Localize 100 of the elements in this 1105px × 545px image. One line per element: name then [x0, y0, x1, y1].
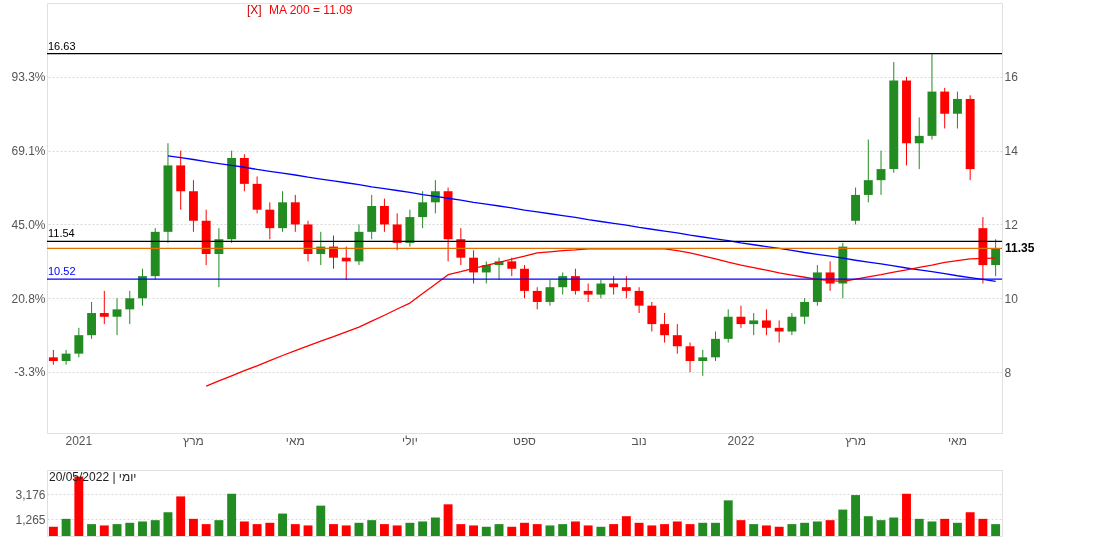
bar [952, 522, 962, 536]
y-tick-label: 1,265 [15, 512, 46, 527]
candlestick [87, 301, 97, 340]
bar [379, 524, 389, 536]
candlestick [596, 279, 606, 299]
bar [430, 517, 440, 536]
x-tick-label: 2022 [727, 433, 755, 448]
bar [367, 520, 377, 536]
bar [825, 520, 835, 536]
candlestick [787, 312, 797, 336]
bar [609, 524, 619, 536]
bar [812, 521, 822, 536]
bar [660, 524, 670, 536]
bar [851, 495, 861, 536]
candlestick [392, 212, 402, 251]
candlestick [583, 283, 593, 303]
bar [227, 493, 237, 536]
bar [252, 524, 262, 536]
candlestick [914, 116, 924, 170]
bar [621, 516, 631, 536]
bar [596, 526, 606, 536]
bar [902, 493, 911, 536]
bar [316, 505, 326, 536]
candlestick [685, 342, 695, 373]
candlestick [545, 279, 555, 307]
candlestick [125, 290, 135, 325]
ref-line-label: 16.63 [48, 39, 76, 52]
candlestick [61, 349, 71, 366]
candlestick [290, 194, 300, 233]
bar [889, 517, 899, 536]
bar [876, 520, 886, 536]
x-tick-label: 2021 [65, 433, 93, 448]
bar [265, 522, 275, 536]
bar [214, 520, 224, 536]
bar [188, 518, 198, 536]
annotation: 20/05/2022 | יומי [49, 470, 137, 484]
bar [723, 500, 733, 536]
candlestick [456, 227, 466, 266]
bar [558, 524, 568, 536]
candlestick [621, 275, 631, 299]
x-tick-label: מאי [285, 433, 305, 448]
bar [392, 525, 402, 536]
candlestick [711, 331, 720, 362]
ref-line-label: 11.54 [48, 227, 75, 240]
y2-tick-label: 93.3% [11, 70, 46, 85]
ref-line-label: 11.35 [1005, 241, 1035, 256]
x-tick-label: מאי [947, 433, 967, 448]
candlestick [800, 297, 810, 325]
bar [201, 524, 211, 536]
bar [341, 525, 351, 536]
bar [991, 524, 1001, 536]
candlestick [634, 286, 644, 314]
bar [99, 525, 109, 536]
ref-line-label: 10.52 [48, 265, 76, 278]
annotation: [X] [247, 3, 262, 17]
bar [927, 521, 937, 536]
bar [405, 522, 415, 536]
bar [87, 524, 97, 536]
bar [978, 518, 988, 536]
y-tick-label: 8 [1004, 365, 1012, 380]
candlestick [660, 312, 670, 344]
candlestick [138, 268, 147, 307]
y-tick-label: 10 [1004, 291, 1019, 306]
bar [545, 525, 555, 536]
candlestick [647, 301, 657, 332]
candlestick [698, 349, 708, 377]
candlestick [723, 308, 733, 344]
bar [520, 522, 529, 536]
y2-tick-label: 69.1% [11, 144, 46, 159]
bar [303, 525, 313, 536]
y2-tick-label: -3.3% [14, 365, 46, 380]
candlestick [329, 235, 338, 270]
bar [494, 524, 504, 536]
bar [774, 526, 784, 536]
candlestick [507, 257, 517, 277]
candlestick [520, 264, 529, 299]
bar [443, 504, 453, 536]
bar [239, 521, 249, 536]
bar [532, 524, 542, 536]
x-tick-label: מרץ [845, 433, 866, 448]
x-tick-label: ספט [513, 433, 537, 448]
candlestick [112, 297, 122, 336]
bar [278, 513, 288, 536]
candlestick [418, 190, 428, 229]
x-tick-label: מרץ [183, 433, 204, 448]
candlestick [952, 91, 962, 129]
bar [163, 512, 173, 536]
bar [469, 525, 479, 536]
x-tick-label: יולי [402, 433, 418, 448]
candlestick [74, 327, 84, 358]
bar [698, 522, 708, 536]
candlestick [940, 87, 950, 129]
candlestick [991, 238, 1001, 277]
y-tick-label: 12 [1004, 217, 1019, 232]
candlestick [863, 139, 873, 203]
bar [481, 526, 491, 536]
bar [112, 524, 122, 536]
bar [838, 509, 848, 536]
bar [138, 521, 147, 536]
bar [647, 525, 657, 536]
